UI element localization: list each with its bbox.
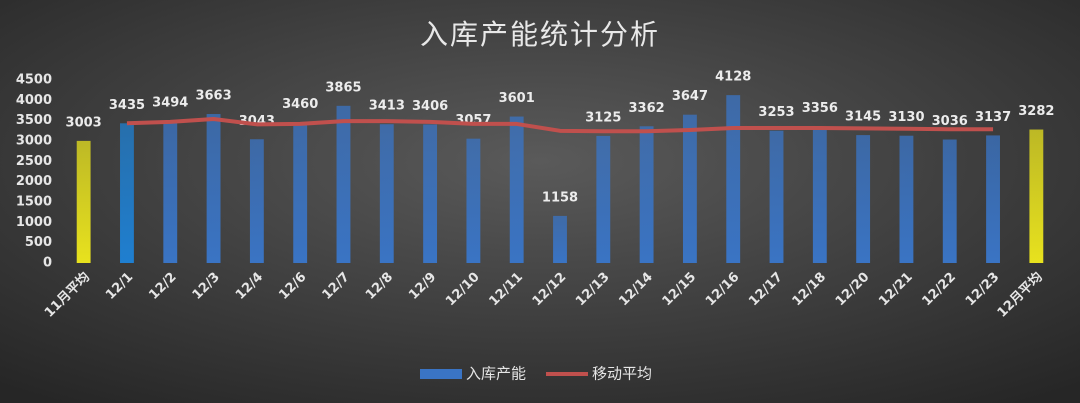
value-label: 3036 <box>932 114 968 129</box>
y-tick-label: 1000 <box>16 215 52 230</box>
y-tick-label: 2000 <box>16 174 52 189</box>
y-tick-label: 4500 <box>16 73 52 88</box>
bar <box>1029 129 1044 263</box>
bar <box>379 124 394 263</box>
value-label: 3865 <box>325 80 361 95</box>
bar <box>293 122 308 263</box>
value-label: 3406 <box>412 99 448 114</box>
value-label: 3494 <box>152 95 188 110</box>
value-label: 4128 <box>715 70 751 85</box>
bar <box>942 139 957 263</box>
bar <box>336 105 351 263</box>
bar <box>206 114 221 264</box>
value-label: 3137 <box>975 110 1011 125</box>
bar <box>76 140 91 263</box>
bar <box>120 123 134 263</box>
y-tick-label: 4000 <box>16 93 52 108</box>
value-label: 3145 <box>845 110 881 125</box>
bar <box>726 95 741 264</box>
bar <box>986 135 1000 263</box>
y-tick-label: 1500 <box>16 195 52 210</box>
legend-label: 移动平均 <box>592 365 652 383</box>
value-label: 3362 <box>629 101 665 116</box>
bar <box>812 126 827 263</box>
value-label: 3647 <box>672 89 708 104</box>
value-label: 3130 <box>888 110 924 125</box>
y-tick-label: 2500 <box>16 154 52 169</box>
value-label: 3356 <box>802 101 838 116</box>
bar <box>509 116 524 264</box>
bar <box>856 135 871 263</box>
legend-swatch <box>420 369 462 379</box>
value-label: 3413 <box>369 99 405 114</box>
bar <box>249 139 264 263</box>
chart-title: 入库产能统计分析 <box>420 18 660 51</box>
value-label: 3057 <box>455 113 491 128</box>
line <box>126 117 994 134</box>
value-label: 3003 <box>66 115 102 130</box>
bar <box>639 126 654 264</box>
legend-label: 入库产能 <box>466 365 526 383</box>
bar <box>899 135 914 263</box>
value-label: 3601 <box>499 91 535 106</box>
value-label: 1158 <box>542 190 578 205</box>
bar <box>553 215 567 263</box>
bar <box>682 114 697 264</box>
y-tick-label: 500 <box>25 235 52 250</box>
bar <box>596 135 611 263</box>
value-label: 3253 <box>758 105 794 120</box>
bar <box>466 138 481 263</box>
bar <box>769 130 784 263</box>
bar <box>423 124 438 263</box>
y-tick-label: 3000 <box>16 134 52 149</box>
y-tick-label: 0 <box>43 256 52 271</box>
bar <box>163 120 178 263</box>
value-label: 3282 <box>1018 104 1054 119</box>
value-label: 3663 <box>195 89 231 104</box>
value-label: 3460 <box>282 97 318 112</box>
y-tick-label: 3500 <box>16 113 52 128</box>
value-label: 3125 <box>585 110 621 125</box>
value-label: 3435 <box>109 98 145 113</box>
